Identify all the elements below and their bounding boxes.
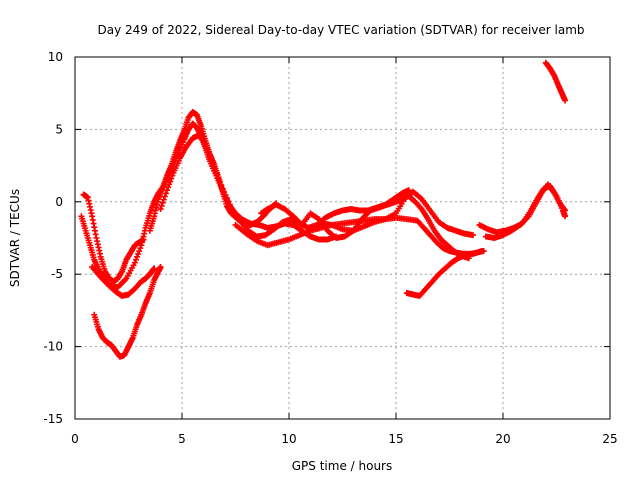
x-tick-label: 5 [178,432,186,446]
data-point [131,259,138,266]
data-point [470,232,477,239]
data-point [562,207,569,214]
data-point [205,149,212,156]
data-point [562,97,569,104]
x-axis-label: GPS time / hours [292,459,393,473]
data-point [159,199,166,206]
series-track-13 [542,59,569,104]
data-point [202,142,209,149]
data-point [158,202,165,209]
y-tick-label: -5 [51,267,63,281]
y-tick-label: -15 [43,412,63,426]
series-track-10 [403,248,487,299]
data-point [166,181,173,188]
x-tick-label: 0 [71,432,79,446]
data-point [136,248,143,255]
data-point [211,164,218,171]
data-point [162,190,169,197]
data-point [168,175,175,182]
plot-frame [74,56,611,420]
x-tick-label: 15 [388,432,403,446]
axes: 0 5 10 15 20 25 -15 -10 -5 0 5 10 [43,50,617,446]
data-point [219,185,226,192]
data-point [218,182,225,189]
data-point [562,213,569,220]
data-series [78,59,569,360]
y-tick-label: 5 [55,122,63,136]
data-point [225,198,232,205]
data-point [208,156,215,163]
data-point [223,195,230,202]
data-point [480,248,487,255]
series-track-12 [482,181,569,241]
data-point [222,192,229,199]
data-point [151,265,158,272]
data-point [206,153,213,160]
series-track-1 [80,191,147,285]
y-axis-label: SDTVAR / TECUs [8,189,22,287]
data-point [165,184,172,191]
data-point [160,196,167,203]
data-point [132,256,139,263]
data-point [203,145,210,152]
data-point [226,201,233,208]
data-point [169,172,176,179]
y-tick-label: 0 [55,195,63,209]
data-point [221,188,228,195]
data-point [216,178,223,185]
data-point [215,174,222,181]
data-point [212,167,219,174]
data-point [213,171,220,178]
data-point [167,178,174,185]
series-track-9 [311,188,477,239]
data-point [157,206,164,213]
grid-lines [75,57,610,419]
x-tick-label: 25 [602,432,617,446]
data-point [209,160,216,167]
x-tick-label: 10 [281,432,296,446]
data-point [157,263,164,270]
series-track-3 [91,263,164,360]
chart-title: Day 249 of 2022, Sidereal Day-to-day VTE… [97,23,584,37]
data-point [161,193,168,200]
y-tick-label: 10 [48,50,63,64]
data-point [164,187,171,194]
data-point [135,250,142,257]
y-tick-label: -10 [43,340,63,354]
data-point [134,253,141,260]
data-point [137,245,144,252]
x-tick-label: 20 [495,432,510,446]
